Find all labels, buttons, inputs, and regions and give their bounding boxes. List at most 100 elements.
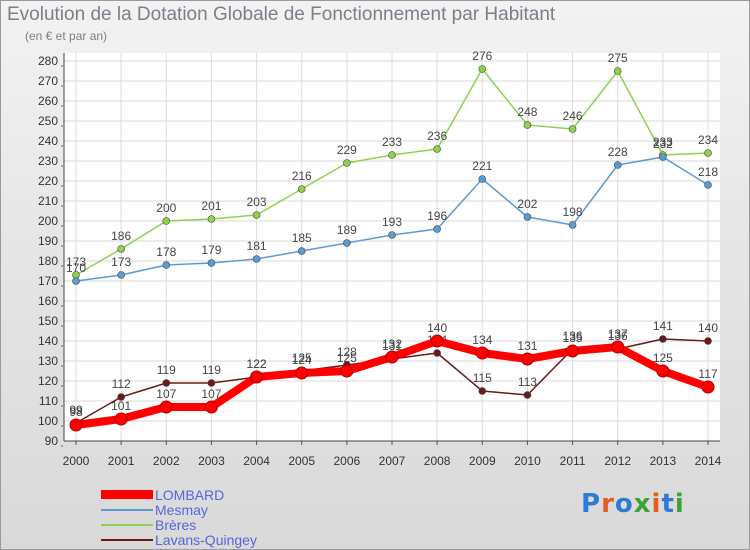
data-point <box>117 245 125 253</box>
data-point <box>72 277 80 285</box>
x-tick-label: 2007 <box>379 454 406 468</box>
data-label: 98 <box>69 405 83 419</box>
y-tick-label: 110 <box>39 394 58 408</box>
data-label: 173 <box>66 255 86 269</box>
data-point <box>523 391 532 399</box>
data-point <box>659 335 667 343</box>
data-label: 124 <box>292 353 312 367</box>
x-tick-label: 2008 <box>424 454 451 468</box>
data-label: 107 <box>201 387 221 401</box>
data-point <box>207 379 216 387</box>
y-tick-label: 160 <box>38 294 58 308</box>
data-point <box>252 255 261 263</box>
data-point <box>475 346 489 360</box>
data-point <box>343 159 351 167</box>
legend-label: Mesmay <box>155 501 208 518</box>
legend-item: LOMBARD <box>101 487 257 503</box>
logo-letter: P <box>581 489 602 519</box>
data-point <box>162 217 171 225</box>
data-point <box>162 379 171 387</box>
y-tick-label: 130 <box>38 354 58 368</box>
data-point <box>207 259 216 267</box>
data-label: 275 <box>608 51 628 65</box>
data-label: 135 <box>563 331 583 345</box>
data-point <box>430 334 444 348</box>
data-point <box>478 65 487 73</box>
data-label: 128 <box>337 345 357 359</box>
logo-letter: i <box>651 489 662 519</box>
data-label: 125 <box>292 351 312 365</box>
x-tick-label: 2009 <box>469 454 496 468</box>
chart-title: Evolution de la Dotation Globale de Fonc… <box>7 4 556 25</box>
data-label: 228 <box>608 145 628 159</box>
data-point <box>204 400 218 414</box>
y-tick-label: 140 <box>38 334 58 348</box>
data-label: 236 <box>427 129 447 143</box>
data-label: 125 <box>337 351 357 365</box>
data-label: 115 <box>473 371 492 385</box>
data-label: 113 <box>518 375 537 389</box>
data-label: 246 <box>563 109 583 123</box>
data-label: 170 <box>66 261 86 275</box>
data-label: 193 <box>382 215 402 229</box>
data-label: 125 <box>653 351 673 365</box>
legend-label: Brères <box>155 516 197 533</box>
logo-letter: t <box>661 489 675 519</box>
x-tick-label: 2014 <box>695 454 722 468</box>
x-tick-label: 2005 <box>288 454 315 468</box>
x-tick-label: 2011 <box>560 454 586 468</box>
data-point <box>297 247 306 255</box>
y-tick-label: 170 <box>38 274 58 288</box>
data-label: 233 <box>653 135 673 149</box>
data-label: 198 <box>563 205 583 219</box>
x-tick-label: 2012 <box>604 454 631 468</box>
data-label: 131 <box>382 339 402 353</box>
x-tick-label: 2000 <box>63 454 90 468</box>
y-tick-label: 150 <box>38 314 58 328</box>
data-label: 196 <box>427 209 447 223</box>
data-point <box>433 349 441 357</box>
data-point <box>117 271 125 279</box>
proxiti-logo: Proxiti <box>581 489 685 519</box>
data-label: 119 <box>157 363 176 377</box>
data-point <box>523 213 532 221</box>
data-point <box>613 67 622 75</box>
y-tick-label: 210 <box>38 194 58 208</box>
data-point <box>701 380 715 394</box>
data-point <box>611 340 625 354</box>
legend-label: Lavans-Quingey <box>155 531 257 548</box>
data-label: 112 <box>112 377 131 391</box>
data-point <box>297 185 306 193</box>
x-tick-label: 2004 <box>243 454 270 468</box>
data-label: 185 <box>292 231 312 245</box>
y-tick-label: 270 <box>38 74 58 88</box>
data-point <box>613 161 622 169</box>
y-tick-label: 240 <box>38 134 58 148</box>
data-point <box>478 175 487 183</box>
data-label: 248 <box>517 105 537 119</box>
data-label: 221 <box>472 159 492 173</box>
x-tick-label: 2010 <box>514 454 541 468</box>
data-label: 136 <box>563 329 583 343</box>
data-label: 276 <box>472 49 492 63</box>
data-point <box>343 239 351 247</box>
x-tick-label: 2013 <box>650 454 677 468</box>
data-label: 234 <box>698 133 718 147</box>
data-label: 233 <box>382 135 402 149</box>
data-label: 203 <box>247 195 267 209</box>
data-point <box>385 350 399 364</box>
data-label: 131 <box>517 339 537 353</box>
data-label: 137 <box>608 327 628 341</box>
y-tick-label: 250 <box>38 114 58 128</box>
y-tick-label: 120 <box>38 374 58 388</box>
data-label: 140 <box>427 321 447 335</box>
data-point <box>117 393 125 401</box>
data-point <box>478 387 487 395</box>
data-label: 107 <box>156 387 176 401</box>
data-point <box>656 364 670 378</box>
data-label: 101 <box>111 399 131 413</box>
legend-item: Lavans-Quingey <box>101 531 257 548</box>
data-label: 132 <box>382 337 402 351</box>
data-point <box>568 125 577 133</box>
